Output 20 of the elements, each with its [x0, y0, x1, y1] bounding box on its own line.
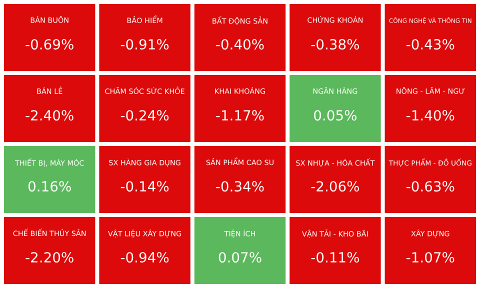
data-label: -1.07%	[406, 252, 454, 263]
data-label: -1.17%	[216, 110, 264, 121]
data-label: -2.06%	[311, 181, 359, 192]
data-label: -2.40%	[26, 110, 74, 121]
data-label: -0.24%	[120, 110, 169, 121]
data-label: -0.40%	[216, 39, 264, 50]
data-label: -0.43%	[406, 39, 454, 50]
data-label: 0.07%	[218, 252, 262, 263]
data-label: -0.34%	[216, 181, 264, 192]
data-label: -0.63%	[406, 181, 454, 192]
data-label: -0.11%	[311, 252, 359, 263]
data-label: -1.40%	[406, 110, 454, 121]
data-label: -0.94%	[120, 252, 169, 263]
data-label: -0.69%	[26, 39, 74, 50]
data-label: 0.05%	[314, 110, 356, 121]
data-label: -0.91%	[120, 39, 169, 50]
data-label: -2.20%	[26, 252, 74, 263]
data-label: 0.16%	[28, 181, 71, 192]
data-label: -0.14%	[120, 181, 169, 192]
data-label: -0.38%	[311, 39, 359, 50]
